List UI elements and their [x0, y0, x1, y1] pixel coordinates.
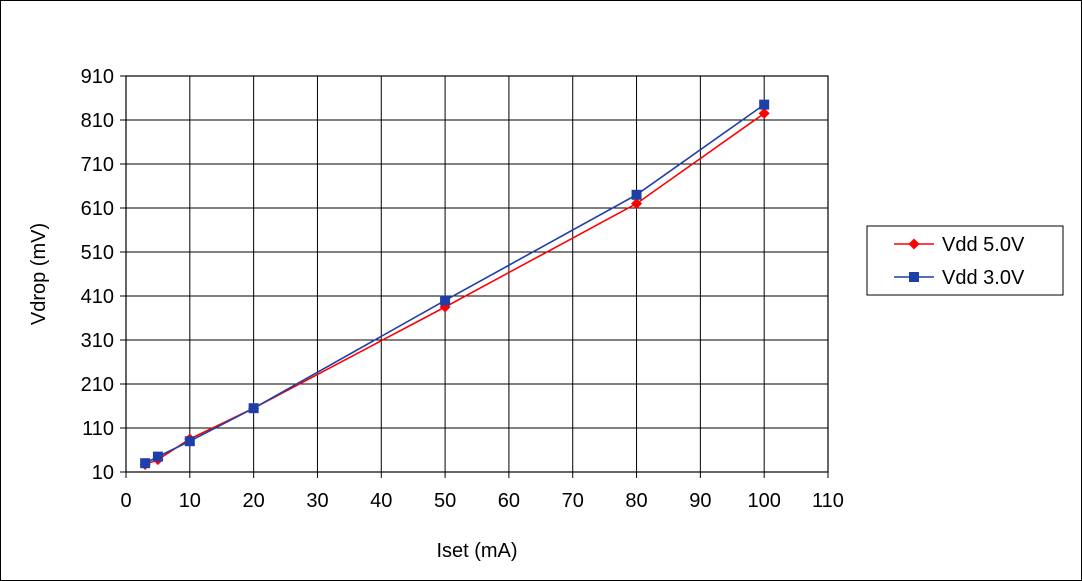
x-tick-label: 60 — [498, 490, 520, 512]
y-tick-label: 710 — [81, 154, 114, 176]
y-tick-label: 610 — [81, 198, 114, 220]
data-point-vdd-3-0v — [248, 403, 259, 414]
data-point-vdd-3-0v — [140, 458, 151, 469]
y-tick-label: 910 — [81, 66, 114, 88]
gridlines — [125, 75, 829, 473]
series-line-vdd-5-0v — [144, 112, 765, 466]
series-vdd-3-0v — [140, 99, 770, 469]
legend-box — [866, 225, 1064, 296]
legend-label-vdd-5v: Vdd 5.0V — [942, 234, 1025, 256]
plot-area — [125, 75, 829, 473]
x-tick-label: 10 — [179, 490, 201, 512]
legend-marker-vdd-3v — [909, 272, 919, 282]
y-tick-label: 410 — [81, 286, 114, 308]
y-tick-label: 810 — [81, 110, 114, 132]
data-point-vdd-3-0v — [759, 99, 770, 110]
data-point-vdd-5-0v — [758, 107, 770, 119]
data-point-vdd-3-0v — [631, 189, 642, 200]
data-point-vdd-5-0v — [631, 198, 643, 210]
y-axis-title: Vdrop (mV) — [28, 223, 50, 325]
y-tick-label: 510 — [81, 242, 114, 264]
y-tick-label: 310 — [81, 330, 114, 352]
x-tick-label: 80 — [625, 490, 647, 512]
x-tick-label: 110 — [812, 490, 844, 512]
x-tick-label: 70 — [562, 490, 584, 512]
x-axis-title: Iset (mA) — [436, 540, 517, 562]
y-axis-ticks: 10 110 210 310 410 510 610 710 810 910 — [81, 66, 126, 484]
x-tick-label: 30 — [306, 490, 328, 512]
series-vdd-5-0v — [139, 107, 770, 471]
x-tick-label: 40 — [370, 490, 392, 512]
y-tick-label: 210 — [81, 374, 114, 396]
y-tick-label: 10 — [92, 462, 114, 484]
legend-label-vdd-3v: Vdd 3.0V — [942, 267, 1025, 289]
legend-marker-vdd-5v — [908, 238, 920, 250]
x-tick-label: 50 — [434, 490, 456, 512]
series-line-vdd-3-0v — [144, 103, 765, 464]
x-tick-label: 100 — [747, 490, 780, 512]
series-layer — [139, 99, 770, 471]
x-tick-label: 20 — [243, 490, 265, 512]
x-tick-label: 0 — [120, 490, 131, 512]
x-tick-label: 90 — [689, 490, 711, 512]
data-point-vdd-3-0v — [440, 295, 451, 306]
data-point-vdd-3-0v — [184, 436, 195, 447]
x-axis-ticks: 0 10 20 30 40 50 60 70 80 90 100 110 — [120, 472, 844, 512]
y-tick-label: 110 — [82, 418, 114, 440]
legend: Vdd 5.0V Vdd 3.0V — [866, 225, 1064, 296]
data-point-vdd-3-0v — [152, 451, 163, 462]
